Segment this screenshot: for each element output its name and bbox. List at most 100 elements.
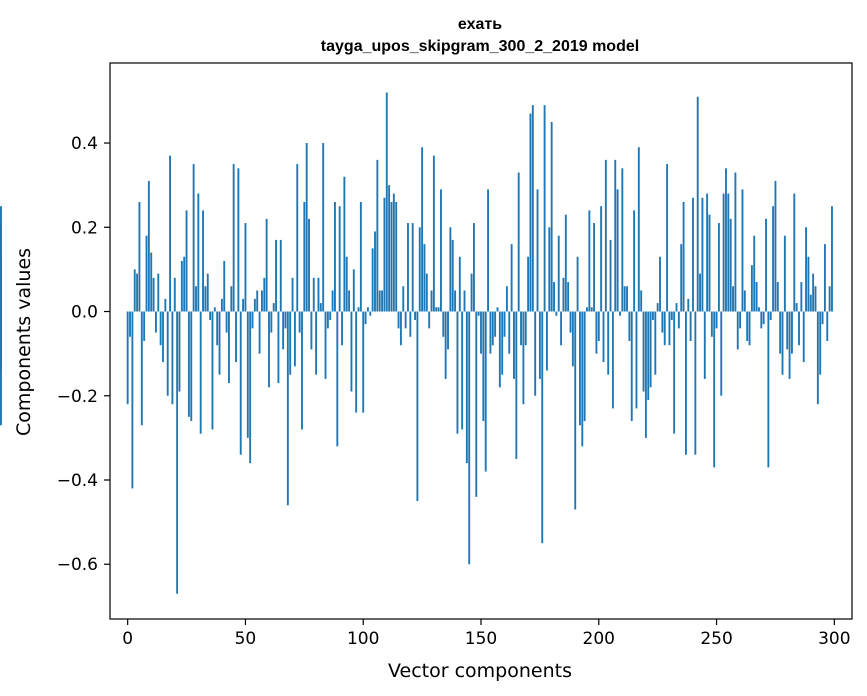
bar bbox=[202, 210, 204, 312]
bar bbox=[583, 311, 586, 422]
bar bbox=[550, 121, 553, 312]
bar bbox=[324, 311, 327, 379]
bar bbox=[362, 311, 365, 413]
bar bbox=[564, 214, 567, 312]
bar bbox=[788, 311, 791, 379]
bar bbox=[411, 223, 414, 312]
bar bbox=[402, 286, 405, 312]
bar bbox=[430, 290, 433, 312]
bar bbox=[772, 206, 775, 312]
bar bbox=[701, 197, 704, 312]
bar bbox=[246, 311, 249, 438]
bar bbox=[293, 311, 296, 367]
bar bbox=[225, 311, 228, 333]
bar bbox=[126, 311, 129, 405]
bar bbox=[546, 311, 548, 371]
bar bbox=[220, 298, 223, 312]
bar-series bbox=[0, 92, 833, 594]
bar bbox=[750, 265, 753, 312]
y-tick-label: 0.0 bbox=[71, 303, 98, 323]
bar bbox=[621, 168, 624, 312]
bar bbox=[477, 311, 480, 316]
bar bbox=[350, 311, 353, 392]
bar bbox=[230, 286, 233, 312]
bar bbox=[211, 311, 214, 430]
y-tick-label: −0.6 bbox=[57, 555, 98, 575]
y-tick-label: −0.2 bbox=[57, 387, 98, 407]
bar bbox=[371, 248, 374, 312]
bar bbox=[793, 193, 796, 312]
bar bbox=[244, 223, 247, 312]
bar bbox=[727, 193, 730, 312]
bar bbox=[524, 311, 527, 346]
bar bbox=[185, 210, 188, 312]
bar bbox=[223, 260, 226, 312]
bar bbox=[317, 277, 320, 312]
bar bbox=[729, 218, 732, 312]
bar bbox=[133, 269, 136, 312]
bar bbox=[736, 311, 739, 350]
bar bbox=[677, 311, 680, 329]
chart-title: ехать bbox=[458, 16, 502, 33]
bar bbox=[437, 307, 440, 312]
bar bbox=[569, 311, 572, 333]
bar bbox=[732, 286, 734, 312]
bar bbox=[517, 172, 520, 312]
bar bbox=[666, 164, 669, 312]
bar bbox=[187, 311, 190, 417]
bar bbox=[388, 185, 391, 312]
bar bbox=[807, 256, 810, 312]
bar bbox=[776, 282, 779, 312]
bar bbox=[338, 206, 341, 312]
bar bbox=[713, 311, 716, 468]
bar bbox=[786, 311, 789, 350]
bar bbox=[237, 168, 240, 312]
bar bbox=[456, 311, 459, 434]
bar bbox=[611, 311, 614, 409]
bar bbox=[748, 311, 751, 346]
bar bbox=[578, 311, 581, 426]
y-tick-label: 0.2 bbox=[71, 218, 98, 238]
bar bbox=[308, 218, 310, 312]
bar bbox=[331, 290, 334, 312]
bar bbox=[692, 197, 694, 312]
bar bbox=[630, 311, 633, 422]
bar bbox=[289, 311, 292, 375]
bar bbox=[619, 311, 621, 316]
x-tick-label: 300 bbox=[818, 629, 850, 649]
bar bbox=[571, 311, 574, 367]
bar bbox=[680, 244, 683, 312]
bar bbox=[277, 311, 280, 384]
bar bbox=[609, 239, 612, 312]
bar bbox=[475, 311, 478, 497]
bar bbox=[383, 197, 386, 312]
bar bbox=[272, 303, 275, 312]
bar bbox=[470, 273, 473, 312]
bar bbox=[463, 290, 466, 312]
bar bbox=[543, 105, 546, 312]
bar bbox=[152, 277, 155, 312]
bar bbox=[136, 273, 139, 312]
bar bbox=[409, 311, 412, 337]
bar bbox=[404, 311, 407, 329]
bar bbox=[673, 311, 676, 434]
bar bbox=[814, 286, 817, 312]
bar bbox=[256, 290, 259, 312]
bar bbox=[447, 311, 449, 350]
bar bbox=[242, 298, 245, 312]
bar bbox=[593, 223, 595, 312]
bar bbox=[268, 311, 270, 388]
bar bbox=[169, 155, 171, 312]
bar bbox=[348, 290, 351, 312]
bar bbox=[635, 311, 638, 409]
bar bbox=[491, 311, 494, 346]
bar bbox=[743, 290, 746, 312]
bar bbox=[557, 235, 560, 312]
x-tick-label: 50 bbox=[235, 629, 257, 649]
bar bbox=[783, 235, 786, 312]
bar bbox=[173, 277, 176, 312]
y-tick-label: 0.4 bbox=[71, 134, 98, 154]
bar bbox=[364, 311, 367, 325]
bar bbox=[515, 311, 518, 459]
bar bbox=[694, 311, 697, 455]
